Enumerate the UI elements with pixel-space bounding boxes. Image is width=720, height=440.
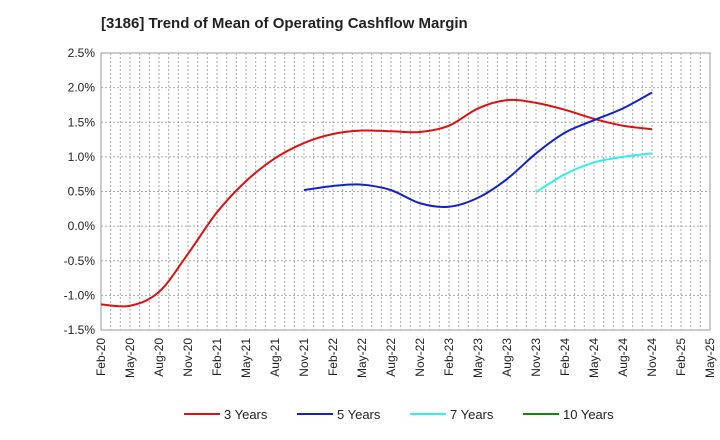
x-tick-label: Feb-25	[674, 338, 688, 376]
x-tick-label: May-21	[239, 338, 253, 378]
x-tick-label: Feb-20	[94, 338, 108, 376]
legend-label-5-years: 5 Years	[337, 407, 381, 422]
x-tick-label: Nov-20	[181, 338, 195, 377]
x-tick-label: May-24	[587, 338, 601, 378]
series-line-3-years	[100, 98, 653, 308]
y-tick-label: 0.5%	[68, 185, 96, 199]
x-tick-label: Aug-24	[616, 338, 630, 377]
legend-label-3-years: 3 Years	[224, 407, 268, 422]
x-tick-label: Feb-21	[210, 338, 224, 376]
x-tick-label: Aug-23	[500, 338, 514, 377]
y-tick-label: -1.5%	[64, 323, 96, 337]
x-tick-label: Aug-21	[268, 338, 282, 377]
x-tick-label: Nov-21	[297, 338, 311, 377]
x-tick-label: May-23	[471, 338, 485, 378]
x-tick-label: May-25	[703, 338, 717, 378]
legend-label-7-years: 7 Years	[450, 407, 494, 422]
y-tick-label: 2.0%	[68, 81, 96, 95]
y-tick-label: 1.0%	[68, 150, 96, 164]
series-line-5-years	[303, 91, 653, 208]
x-tick-label: Feb-23	[442, 338, 456, 376]
chart-title: [3186] Trend of Mean of Operating Cashfl…	[101, 15, 468, 32]
x-tick-label: Nov-23	[529, 338, 543, 377]
y-tick-label: 0.0%	[68, 219, 96, 233]
y-tick-label: -1.0%	[64, 288, 96, 302]
x-tick-label: Feb-22	[326, 338, 340, 376]
x-tick-label: Nov-22	[413, 338, 427, 377]
x-tick-label: Aug-20	[152, 338, 166, 377]
legend-label-10-years: 10 Years	[563, 407, 614, 422]
y-tick-label: 2.5%	[68, 46, 96, 60]
x-tick-label: May-20	[123, 338, 137, 378]
series-line-7-years	[535, 152, 653, 194]
x-tick-label: Aug-22	[384, 338, 398, 377]
x-tick-label: May-22	[355, 338, 369, 378]
y-tick-label: 1.5%	[68, 115, 96, 129]
y-tick-label: -0.5%	[64, 254, 96, 268]
x-tick-label: Feb-24	[558, 338, 572, 376]
x-tick-label: Nov-24	[645, 338, 659, 377]
